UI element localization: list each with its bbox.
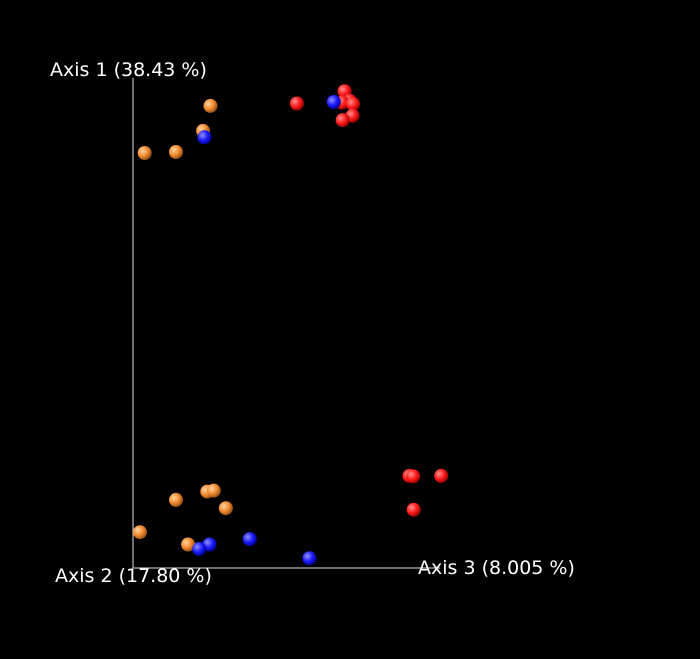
data-point xyxy=(218,501,233,516)
data-point xyxy=(302,551,317,566)
axis-1-label: Axis 1 (38.43 %) xyxy=(50,59,207,81)
data-point xyxy=(197,130,212,145)
data-point xyxy=(346,97,360,111)
data-points xyxy=(133,84,449,566)
data-point xyxy=(326,95,341,109)
data-point xyxy=(206,483,221,498)
data-point xyxy=(434,468,449,483)
data-point xyxy=(335,113,350,128)
data-point xyxy=(406,469,421,484)
axis-2-label: Axis 2 (17.80 %) xyxy=(55,565,212,587)
data-point xyxy=(169,492,183,507)
data-point xyxy=(203,98,218,113)
data-point xyxy=(406,502,421,517)
data-point xyxy=(169,145,183,159)
data-point xyxy=(137,146,152,160)
axis-3-label: Axis 3 (8.005 %) xyxy=(418,557,575,579)
data-point xyxy=(242,532,257,547)
data-point xyxy=(192,541,207,556)
data-point xyxy=(133,525,147,540)
data-point xyxy=(181,537,196,552)
data-point xyxy=(289,96,304,111)
